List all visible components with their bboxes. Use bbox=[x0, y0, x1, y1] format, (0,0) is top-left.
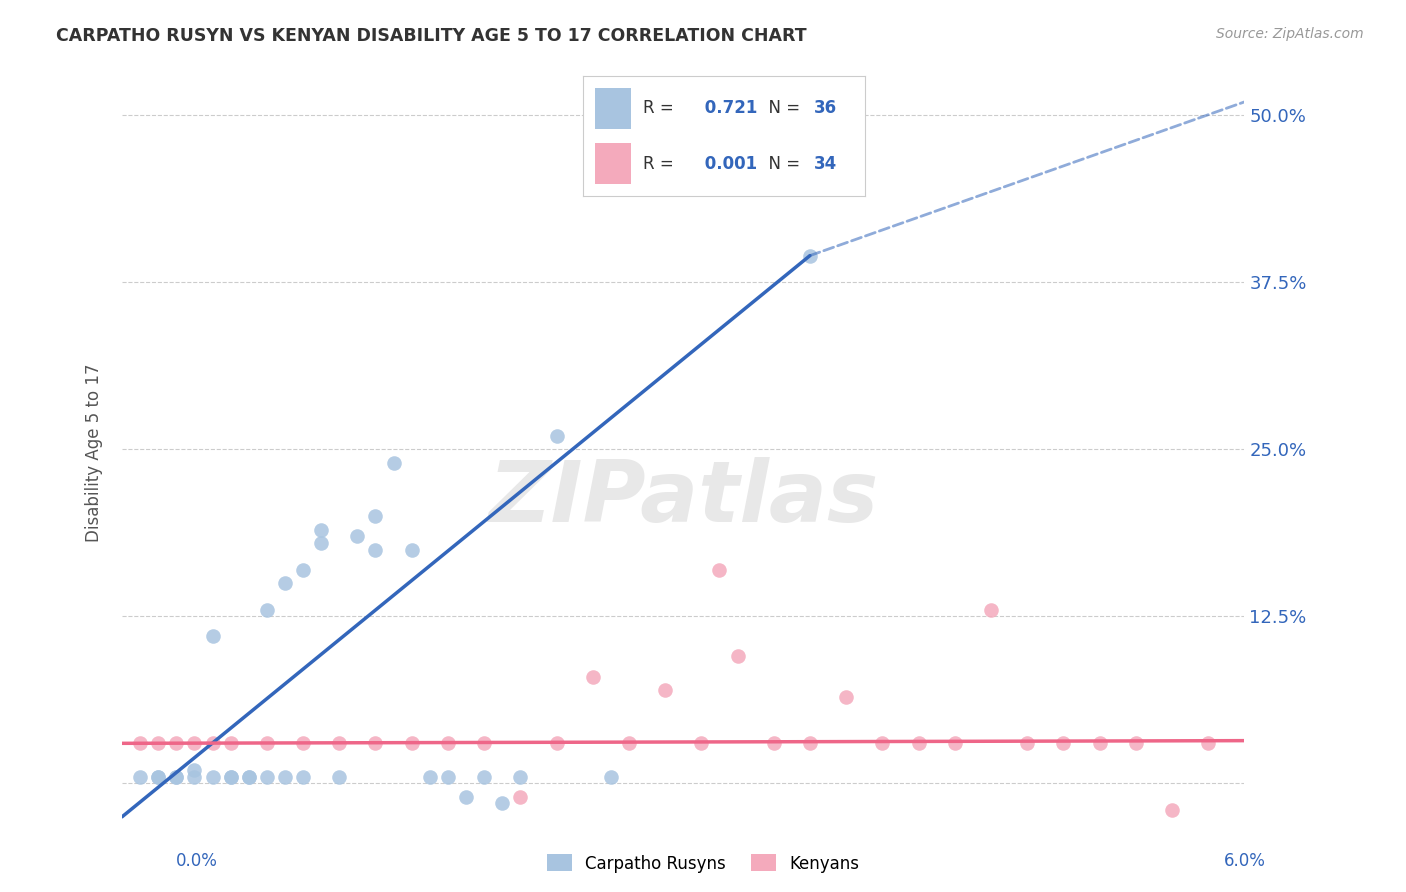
Point bbox=[509, 770, 531, 784]
Point bbox=[419, 770, 441, 784]
Point bbox=[364, 542, 387, 557]
Point bbox=[762, 736, 785, 750]
Text: 34: 34 bbox=[814, 154, 838, 173]
Point bbox=[799, 249, 821, 263]
Point bbox=[274, 576, 297, 591]
Point bbox=[654, 682, 676, 697]
Point bbox=[546, 429, 568, 443]
Point bbox=[401, 542, 423, 557]
Point bbox=[727, 649, 749, 664]
Text: 6.0%: 6.0% bbox=[1223, 852, 1265, 870]
Point bbox=[835, 690, 858, 704]
Point bbox=[382, 456, 405, 470]
Point bbox=[709, 563, 731, 577]
Point bbox=[364, 509, 387, 524]
Point bbox=[256, 736, 278, 750]
Point bbox=[546, 736, 568, 750]
Text: 36: 36 bbox=[814, 99, 837, 118]
Bar bbox=[595, 87, 631, 128]
Point bbox=[256, 603, 278, 617]
Point bbox=[129, 736, 152, 750]
Point bbox=[148, 736, 170, 750]
Point bbox=[872, 736, 894, 750]
Point bbox=[690, 736, 713, 750]
Point bbox=[980, 603, 1002, 617]
Point bbox=[1088, 736, 1111, 750]
Point bbox=[219, 770, 242, 784]
Point bbox=[454, 789, 477, 804]
Point bbox=[219, 770, 242, 784]
Point bbox=[256, 770, 278, 784]
Point bbox=[201, 736, 224, 750]
Point bbox=[401, 736, 423, 750]
Text: Source: ZipAtlas.com: Source: ZipAtlas.com bbox=[1216, 27, 1364, 41]
Point bbox=[1017, 736, 1039, 750]
Point bbox=[183, 763, 205, 777]
Point bbox=[472, 770, 495, 784]
Point bbox=[1161, 803, 1184, 817]
Point bbox=[1125, 736, 1147, 750]
Point bbox=[165, 770, 187, 784]
Point bbox=[238, 770, 260, 784]
Point bbox=[129, 770, 152, 784]
Point bbox=[292, 563, 315, 577]
Text: 0.001: 0.001 bbox=[699, 154, 756, 173]
Text: R =: R = bbox=[643, 154, 679, 173]
Point bbox=[1052, 736, 1074, 750]
Text: N =: N = bbox=[758, 154, 806, 173]
Point bbox=[309, 536, 332, 550]
Point bbox=[183, 736, 205, 750]
Point bbox=[292, 736, 315, 750]
Point bbox=[346, 529, 368, 543]
Legend: Carpatho Rusyns, Kenyans: Carpatho Rusyns, Kenyans bbox=[540, 847, 866, 880]
Y-axis label: Disability Age 5 to 17: Disability Age 5 to 17 bbox=[86, 363, 103, 542]
Point bbox=[328, 736, 350, 750]
Point bbox=[509, 789, 531, 804]
Point bbox=[238, 770, 260, 784]
Text: 0.0%: 0.0% bbox=[176, 852, 218, 870]
Point bbox=[907, 736, 929, 750]
Point bbox=[274, 770, 297, 784]
Text: CARPATHO RUSYN VS KENYAN DISABILITY AGE 5 TO 17 CORRELATION CHART: CARPATHO RUSYN VS KENYAN DISABILITY AGE … bbox=[56, 27, 807, 45]
Text: ZIPatlas: ZIPatlas bbox=[488, 458, 879, 541]
Point bbox=[148, 770, 170, 784]
Point bbox=[472, 736, 495, 750]
Point bbox=[183, 770, 205, 784]
Point bbox=[165, 736, 187, 750]
Point bbox=[1197, 736, 1219, 750]
Text: N =: N = bbox=[758, 99, 806, 118]
Text: R =: R = bbox=[643, 99, 679, 118]
Point bbox=[328, 770, 350, 784]
Point bbox=[617, 736, 640, 750]
Point bbox=[437, 770, 460, 784]
Point bbox=[165, 770, 187, 784]
Point bbox=[364, 736, 387, 750]
Bar bbox=[595, 144, 631, 185]
Point bbox=[219, 736, 242, 750]
Point bbox=[491, 797, 513, 811]
Point bbox=[201, 770, 224, 784]
Point bbox=[292, 770, 315, 784]
Point bbox=[582, 669, 605, 683]
Text: 0.721: 0.721 bbox=[699, 99, 758, 118]
Point bbox=[309, 523, 332, 537]
Point bbox=[599, 770, 621, 784]
Point bbox=[201, 629, 224, 643]
Point bbox=[799, 736, 821, 750]
Point bbox=[437, 736, 460, 750]
Point bbox=[943, 736, 966, 750]
Point bbox=[148, 770, 170, 784]
